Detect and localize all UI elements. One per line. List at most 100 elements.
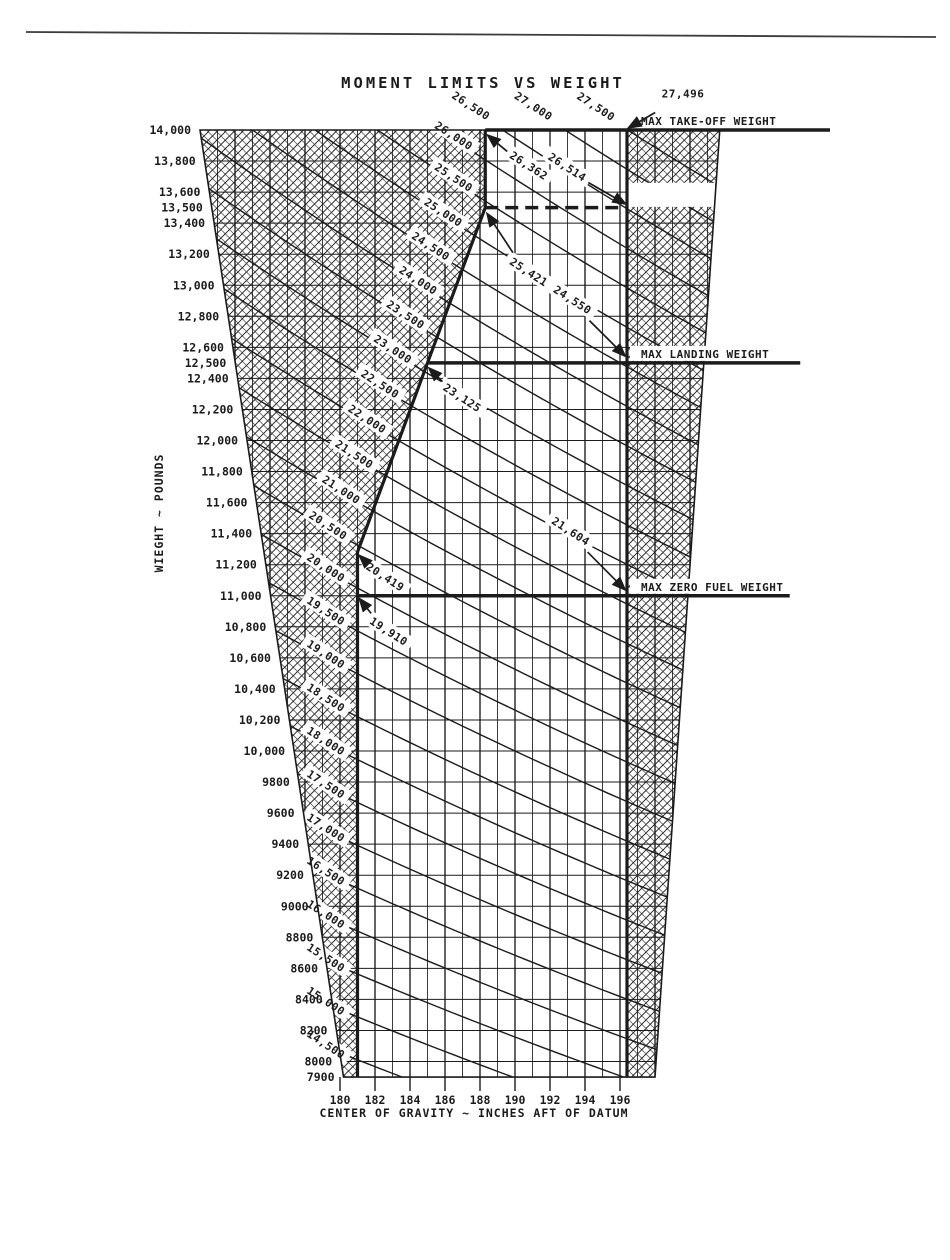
x-tick-label: 196 xyxy=(610,1093,631,1107)
weight-limit-label: MAX TAKE-OFF WEIGHT xyxy=(641,115,776,128)
y-tick-label: 13,600 xyxy=(159,185,201,199)
y-tick-label: 11,600 xyxy=(206,496,248,510)
label-backing xyxy=(300,893,353,935)
y-tick-label: 8000 xyxy=(304,1055,332,1069)
moment-line xyxy=(200,582,720,844)
moment-line xyxy=(200,311,720,614)
label-backing xyxy=(379,293,433,335)
y-tick-label: 7900 xyxy=(307,1070,335,1084)
y-tick-label: 13,500 xyxy=(161,201,203,215)
y-tick-label: 12,400 xyxy=(187,371,229,385)
callout-leader xyxy=(485,133,508,153)
x-tick-label: 188 xyxy=(470,1093,491,1107)
y-tick-label: 12,200 xyxy=(192,402,234,416)
label-backing xyxy=(300,632,353,675)
y-tick-label: 8600 xyxy=(290,961,318,975)
callout-leader xyxy=(587,181,628,206)
y-tick-label: 11,200 xyxy=(215,558,257,572)
label-backing xyxy=(300,979,353,1022)
y-tick-label: 9600 xyxy=(267,806,295,820)
x-tick-label: 182 xyxy=(365,1093,386,1107)
callout-leader xyxy=(485,211,514,254)
label-backing xyxy=(541,145,595,188)
label-backing xyxy=(300,719,353,762)
moment-line xyxy=(200,401,720,691)
moment-line xyxy=(200,447,720,729)
label-backing xyxy=(570,85,623,127)
y-tick-label: 10,400 xyxy=(234,682,276,696)
label-backing xyxy=(362,610,416,652)
y-tick-label: 9400 xyxy=(272,837,300,851)
moment-line xyxy=(200,356,720,652)
label-backing xyxy=(392,259,446,301)
y-tick-label: 10,200 xyxy=(239,713,281,727)
moment-line xyxy=(200,130,720,268)
label-backing xyxy=(300,676,353,718)
label-backing xyxy=(315,468,369,511)
y-tick-label: 8400 xyxy=(295,992,323,1006)
label-backing xyxy=(544,509,598,552)
y-tick-label: 9200 xyxy=(276,868,304,882)
label-backing xyxy=(502,144,556,186)
x-tick-label: 186 xyxy=(435,1093,456,1107)
y-tick-label: 8800 xyxy=(286,930,314,944)
label-backing xyxy=(507,84,561,127)
label-backing xyxy=(300,546,353,588)
limit-label-backing xyxy=(630,578,790,594)
limit-label-backing xyxy=(630,345,801,361)
label-backing xyxy=(417,191,471,233)
label-backing xyxy=(445,84,498,127)
y-tick-label: 11,800 xyxy=(201,465,243,479)
x-tick-label: 192 xyxy=(540,1093,561,1107)
y-tick-label: 13,200 xyxy=(168,247,210,261)
moment-line xyxy=(200,266,720,575)
label-backing xyxy=(656,85,710,101)
moment-line xyxy=(200,537,720,806)
y-tick-label: 10,000 xyxy=(244,744,286,758)
x-tick-label: 180 xyxy=(330,1093,351,1107)
moment-line xyxy=(200,130,720,229)
y-tick-label: 9000 xyxy=(281,899,309,913)
moment-line xyxy=(200,175,720,498)
x-tick-label: 184 xyxy=(400,1093,421,1107)
y-tick-label: 11,400 xyxy=(211,527,253,541)
label-backing xyxy=(366,327,420,370)
y-tick-label: 12,500 xyxy=(185,356,227,370)
weight-limit-label: MAX LANDING WEIGHT xyxy=(641,348,769,361)
y-tick-label: 10,800 xyxy=(225,620,267,634)
label-backing xyxy=(341,397,395,440)
y-tick-label: 12,000 xyxy=(197,434,239,448)
label-backing xyxy=(427,156,481,198)
label-text: 27,496 xyxy=(662,88,705,101)
weight-limit-label: MAX ZERO FUEL WEIGHT xyxy=(641,581,783,594)
hatch-region-left xyxy=(200,130,486,1078)
callout-leader xyxy=(358,596,373,614)
y-tick-label: 9800 xyxy=(262,775,290,789)
label-backing xyxy=(354,362,407,405)
y-tick-label: 13,400 xyxy=(164,216,206,230)
scan-artifact-line xyxy=(25,31,937,38)
label-backing xyxy=(546,278,600,321)
x-axis-title: CENTER OF GRAVITY ~ INCHES AFT OF DATUM xyxy=(319,1106,628,1120)
x-tick-label: 190 xyxy=(505,1093,526,1107)
y-tick-label: 13,000 xyxy=(173,278,215,292)
y-tick-label: 12,600 xyxy=(182,340,224,354)
callout-leader xyxy=(357,553,373,569)
callout-label: 27,496 xyxy=(656,85,710,101)
y-tick-label: 11,000 xyxy=(220,589,262,603)
label-backing xyxy=(302,504,355,546)
y-tick-label: 10,600 xyxy=(229,651,271,665)
label-backing xyxy=(502,250,556,293)
moment-line xyxy=(200,130,720,460)
label-backing xyxy=(328,432,382,475)
y-axis-title: WIEGHT ~ POUNDS xyxy=(152,454,166,573)
y-tick-label: 8200 xyxy=(300,1023,328,1037)
x-tick-label: 194 xyxy=(575,1093,596,1107)
callout-leader xyxy=(626,111,656,129)
y-tick-label: 13,800 xyxy=(154,154,196,168)
label-backing xyxy=(427,114,481,157)
moment-line xyxy=(200,130,720,191)
label-backing xyxy=(300,849,353,892)
